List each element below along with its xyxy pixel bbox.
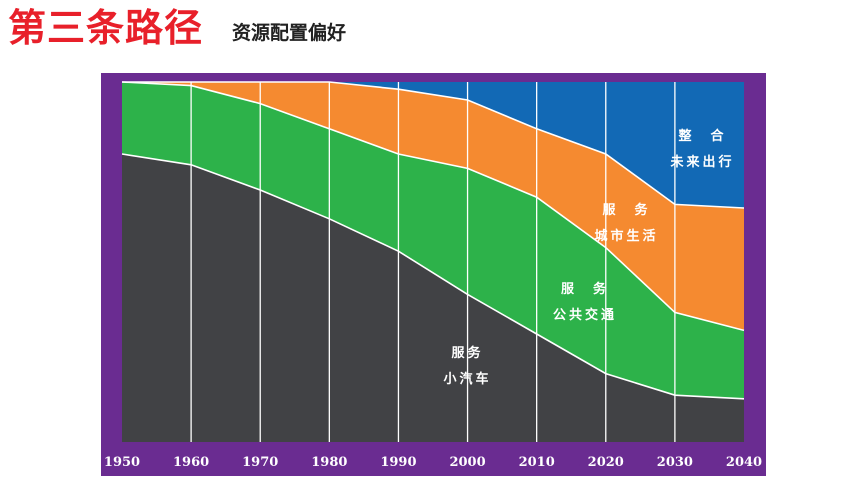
area-series-3 xyxy=(122,82,744,331)
page-title: 第三条路径 xyxy=(8,6,204,50)
area-label-1-line-1: 服务 xyxy=(452,345,484,361)
area-series-2 xyxy=(122,82,744,399)
area-label-4-line-1: 整 合 xyxy=(678,128,727,144)
area-boundary-1 xyxy=(121,153,745,400)
area-boundary-3 xyxy=(122,81,745,209)
area-label-4-line-2: 未来出行 xyxy=(670,154,735,170)
page-subtitle: 资源配置偏好 xyxy=(232,22,347,44)
x-tick-label: 2040 xyxy=(726,455,762,470)
x-tick-label: 1990 xyxy=(380,455,416,470)
area-series-4 xyxy=(122,82,744,208)
x-tick-label: 1960 xyxy=(173,455,209,470)
area-label-2-line-2: 公共交通 xyxy=(553,307,617,323)
x-tick-label: 1980 xyxy=(311,455,347,470)
area-boundary-2 xyxy=(121,81,745,332)
area-label-1-line-2: 小汽车 xyxy=(444,371,492,387)
x-tick-label: 2000 xyxy=(449,455,485,470)
chart-gridlines xyxy=(190,82,676,442)
x-axis-ticks: 1950 1960 1970 1980 1990 2000 2010 2020 2030 2040 xyxy=(104,455,762,470)
x-tick-label: 1950 xyxy=(104,455,140,470)
chart-areas xyxy=(121,81,745,442)
area-label-3-line-2: 城市生活 xyxy=(595,228,659,244)
area-series-1 xyxy=(122,154,744,442)
x-tick-label: 2020 xyxy=(588,455,624,470)
area-label-3-line-1: 服 务 xyxy=(603,202,651,218)
area-label-2-line-1: 服 务 xyxy=(561,281,609,297)
x-tick-label: 1970 xyxy=(242,455,278,470)
x-tick-label: 2010 xyxy=(519,455,555,470)
x-tick-label: 2030 xyxy=(657,455,693,470)
